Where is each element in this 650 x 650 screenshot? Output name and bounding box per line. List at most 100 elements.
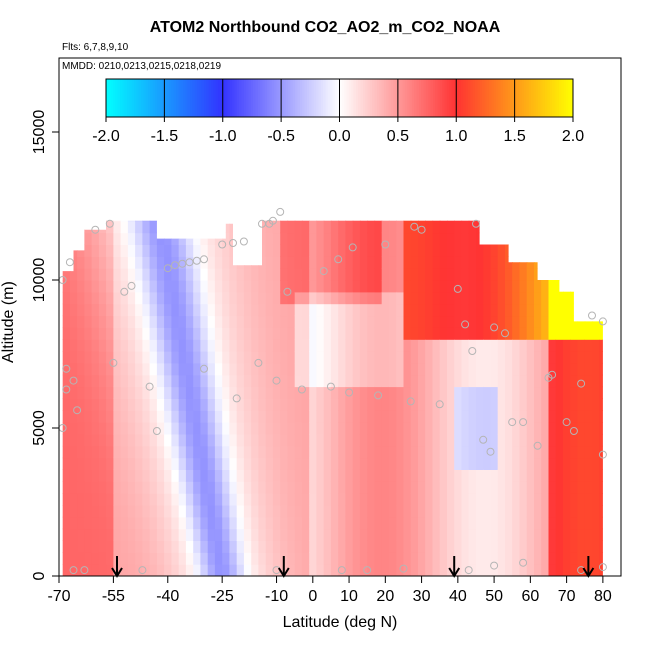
heatmap-cell bbox=[439, 280, 448, 293]
heatmap-cell bbox=[91, 280, 100, 293]
heatmap-cell bbox=[425, 422, 434, 435]
heatmap-cell bbox=[106, 481, 114, 494]
heatmap-cell bbox=[193, 327, 202, 340]
heatmap-cell bbox=[309, 232, 318, 245]
heatmap-cell bbox=[127, 315, 136, 328]
heatmap-cell bbox=[178, 540, 187, 553]
heatmap-cell bbox=[338, 505, 347, 518]
sample-point bbox=[218, 240, 227, 249]
heatmap-cell bbox=[367, 469, 376, 482]
heatmap-cell bbox=[505, 445, 513, 459]
heatmap-cell bbox=[388, 315, 397, 328]
heatmap-cell bbox=[280, 256, 289, 269]
heatmap-cell bbox=[84, 268, 93, 281]
heatmap-cell bbox=[222, 244, 231, 257]
heatmap-cell bbox=[113, 315, 122, 328]
heatmap-cell bbox=[287, 469, 296, 482]
heatmap-cell bbox=[374, 351, 383, 364]
colorbar-segment bbox=[173, 79, 177, 117]
heatmap-cell bbox=[301, 220, 310, 222]
heatmap-cell bbox=[113, 339, 122, 352]
heatmap-cell bbox=[454, 232, 463, 245]
heatmap-cell bbox=[77, 327, 85, 340]
heatmap-cell bbox=[577, 433, 586, 447]
heatmap-cell bbox=[563, 244, 571, 257]
heatmap-cell bbox=[243, 244, 252, 257]
heatmap-cell bbox=[156, 481, 165, 494]
heatmap-cell bbox=[301, 493, 310, 506]
heatmap-cell bbox=[439, 303, 448, 317]
heatmap-cell bbox=[439, 374, 448, 388]
heatmap-cell bbox=[584, 540, 593, 553]
heatmap-cell bbox=[207, 362, 216, 376]
heatmap-cell bbox=[352, 481, 361, 494]
heatmap-cell bbox=[577, 268, 586, 281]
colorbar-segment bbox=[141, 79, 144, 117]
heatmap-cell bbox=[468, 540, 477, 553]
heatmap-cell bbox=[229, 268, 238, 281]
heatmap-cell bbox=[541, 540, 550, 553]
heatmap-cell bbox=[265, 469, 274, 482]
heatmap-cell bbox=[171, 540, 180, 553]
heatmap-cell bbox=[316, 516, 325, 530]
heatmap-cell bbox=[381, 433, 390, 447]
heatmap-cell bbox=[534, 564, 542, 577]
heatmap-cell bbox=[91, 291, 100, 305]
heatmap-cell bbox=[541, 528, 550, 541]
heatmap-cell bbox=[403, 505, 412, 518]
heatmap-cell bbox=[432, 374, 441, 388]
heatmap-cell bbox=[287, 362, 296, 376]
heatmap-cell bbox=[251, 386, 260, 399]
heatmap-cell bbox=[135, 469, 143, 482]
chart-title: ATOM2 Northbound CO2_AO2_m_CO2_NOAA bbox=[149, 19, 501, 36]
heatmap-cell bbox=[309, 540, 318, 553]
heatmap-cell bbox=[505, 220, 513, 234]
heatmap-cell bbox=[338, 327, 347, 340]
heatmap-cell bbox=[396, 232, 405, 245]
heatmap-cell bbox=[476, 540, 484, 553]
heatmap-cell bbox=[512, 303, 521, 317]
heatmap-cell bbox=[149, 291, 158, 305]
heatmap-cell bbox=[193, 280, 202, 293]
sample-point bbox=[468, 347, 477, 355]
heatmap-cell bbox=[570, 220, 579, 222]
heatmap-cell bbox=[541, 232, 550, 245]
heatmap-cell bbox=[468, 528, 477, 541]
heatmap-cell bbox=[156, 398, 165, 411]
heatmap-cell bbox=[229, 362, 238, 376]
heatmap-cell bbox=[497, 256, 506, 269]
heatmap-cell bbox=[113, 232, 122, 245]
heatmap-cell bbox=[476, 280, 484, 293]
heatmap-cell bbox=[120, 268, 129, 281]
heatmap-cell bbox=[330, 339, 339, 352]
heatmap-cell bbox=[316, 303, 325, 317]
heatmap-cell bbox=[84, 303, 93, 317]
heatmap-cell bbox=[338, 540, 347, 553]
heatmap-cell bbox=[454, 220, 463, 234]
heatmap-cell bbox=[193, 410, 202, 423]
heatmap-cell bbox=[432, 540, 441, 553]
heatmap-cell bbox=[439, 362, 448, 376]
heatmap-cell bbox=[84, 362, 93, 376]
heatmap-cell bbox=[106, 280, 114, 293]
heatmap-cell bbox=[577, 220, 586, 234]
heatmap-cell bbox=[207, 564, 216, 577]
heatmap-cell bbox=[171, 422, 180, 435]
heatmap-cell bbox=[62, 268, 71, 281]
heatmap-cell bbox=[142, 256, 151, 269]
heatmap-cell bbox=[345, 564, 354, 577]
heatmap-cell bbox=[338, 315, 347, 328]
heatmap-cell bbox=[62, 481, 71, 494]
heatmap-cell bbox=[142, 244, 151, 257]
heatmap-cell bbox=[497, 469, 506, 482]
heatmap-cell bbox=[164, 351, 172, 364]
heatmap-cell bbox=[468, 493, 477, 506]
heatmap-cell bbox=[577, 303, 586, 317]
heatmap-cell bbox=[258, 564, 267, 577]
heatmap-cell bbox=[265, 327, 274, 340]
heatmap-cell bbox=[345, 351, 354, 364]
heatmap-cell bbox=[577, 552, 586, 565]
heatmap-cell bbox=[338, 469, 347, 482]
heatmap-cell bbox=[476, 315, 484, 328]
heatmap-cell bbox=[301, 244, 310, 257]
